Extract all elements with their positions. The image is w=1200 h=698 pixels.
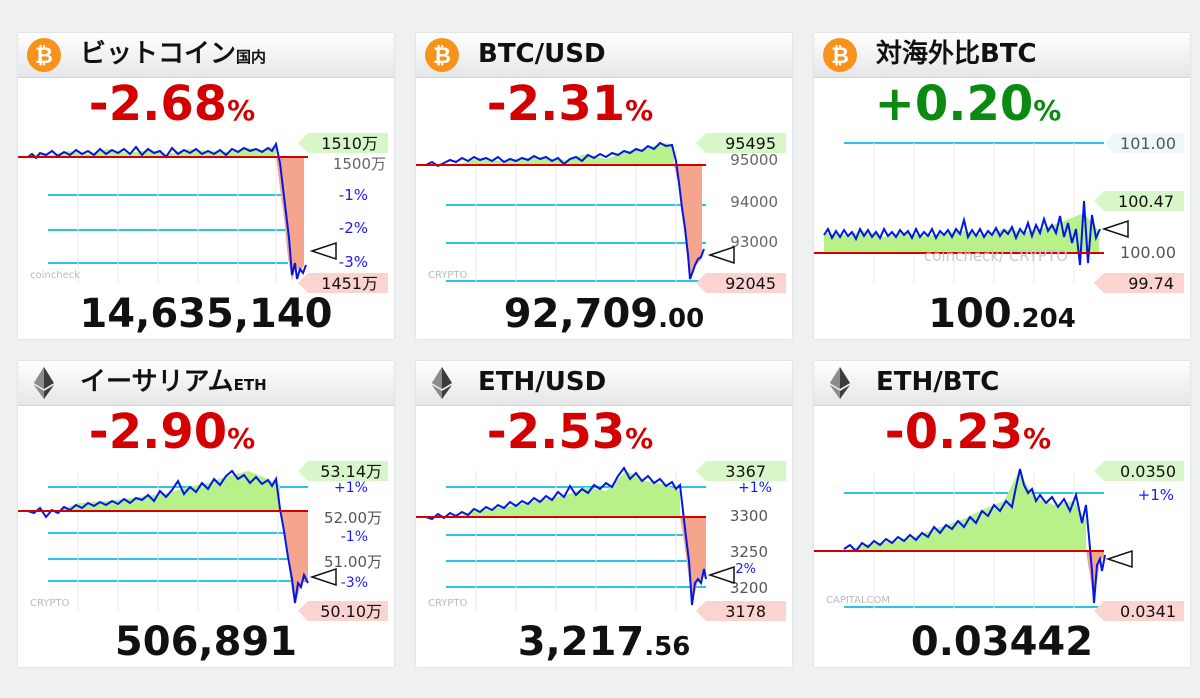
current-price: 14,635,140 [79,291,333,337]
current-price: 0.03442 [910,619,1094,665]
card-title: イーサリアムETH [80,367,267,397]
chart-grid-label: 100.00 [1120,243,1176,262]
change-percent: -0.23% [884,404,1052,460]
bitcoin-icon: ₿ [425,38,459,72]
chart-grid-label: -1% [339,186,368,204]
chart-grid-label: -2% [731,562,756,577]
chart-grid-label: 95000 [730,151,778,169]
ethereum-icon [432,367,452,399]
ethereum-icon [34,367,54,399]
svg-text:₿: ₿ [35,44,53,69]
chart-grid-label: 3250 [730,543,768,561]
chart-grid-label: 93000 [730,233,778,251]
change-percent: -2.53% [486,404,654,460]
chart-low-label: 0.0341 [1120,602,1176,621]
card-title: ETH/USD [478,367,607,397]
chart-watermark: CRYPTO [428,598,468,609]
ethereum-icon [830,367,850,399]
ticker-card-eth-btc[interactable]: ETH/BTC 0.0350 0.0341 +1% CAPITALCOM -0.… [814,361,1190,667]
chart-low-label: 99.74 [1128,274,1174,293]
ticker-card-eth-usd[interactable]: ETH/USD 3367 3178 +1% 3300 3250 -2% 3200… [416,361,792,667]
current-price-marker-icon [309,241,337,261]
price-chart: 1510万 1451万 1500万 -1% -2% -3% coincheck [18,133,388,293]
bitcoin-icon: ₿ [27,38,61,72]
ticker-card-btc-usd[interactable]: ₿ BTC/USD 95495 92045 95000 94000 93000 … [416,33,792,339]
chart-low-label: 50.10万 [320,602,382,621]
price-chart: 95495 92045 95000 94000 93000 CRYPTO [416,133,786,293]
chart-watermark: CRYPTO [428,270,468,281]
card-header: ETH/BTC [814,361,1190,406]
chart-grid-label: -3% [339,253,368,271]
chart-grid-label: +1% [334,480,368,496]
chart-grid-label: 94000 [730,193,778,211]
chart-high-label: 53.14万 [320,462,382,481]
chart-high-label: 95495 [725,134,776,153]
chart-grid-label: -3% [341,575,368,591]
chart-grid-label: 51.00万 [324,553,382,571]
chart-grid-label: +1% [1138,486,1174,504]
chart-grid-label: +1% [738,480,772,496]
card-subtitle: 国内 [236,48,267,66]
card-title: ビットコイン国内 [80,39,267,69]
current-price-marker-icon [707,565,735,585]
card-subtitle: ETH [233,376,267,394]
chart-watermark: coincheck/ CRYPTO [924,247,1068,265]
chart-watermark: CRYPTO [30,598,70,609]
chart-grid-label: 52.00万 [324,509,382,527]
card-header: ETH/USD [416,361,792,406]
chart-low-label: 1451万 [321,274,378,293]
ticker-card-btc-premium[interactable]: ₿ 対海外比BTC 101.00 100.47 100.00 99.74 coi… [814,33,1190,339]
card-title: BTC/USD [478,39,606,69]
chart-watermark: CAPITALCOM [826,595,890,606]
card-title: ETH/BTC [876,367,1000,397]
price-chart: 101.00 100.47 100.00 99.74 coincheck/ CR… [814,133,1184,293]
price-chart: 53.14万 50.10万 +1% 52.00万 -1% 51.00万 -3% … [18,461,388,621]
card-header: ₿ ビットコイン国内 [18,33,394,78]
price-chart: 3367 3178 +1% 3300 3250 -2% 3200 CRYPTO [416,461,786,621]
current-price: 100.204 [928,291,1076,337]
change-percent: +0.20% [874,76,1062,132]
current-price: 92,709.00 [503,291,705,337]
chart-grid-label: -1% [341,529,368,545]
chart-grid-label: -2% [339,219,368,237]
chart-low-label: 92045 [725,274,776,293]
card-title: 対海外比BTC [876,39,1037,69]
current-price-marker-icon [1101,219,1129,239]
ticker-card-btc-jpy[interactable]: ₿ ビットコイン国内 1510万 1451万 1500万 -1% -2% -3%… [18,33,394,339]
change-percent: -2.31% [486,76,654,132]
chart-high-label: 0.0350 [1120,462,1176,481]
price-chart: 0.0350 0.0341 +1% CAPITALCOM [814,461,1184,621]
current-price-marker-icon [707,245,735,265]
chart-high-label: 100.47 [1118,192,1174,211]
chart-high-label: 1510万 [321,134,378,153]
chart-low-label: 3178 [725,602,766,621]
svg-text:₿: ₿ [433,44,451,69]
current-price-marker-icon [309,567,337,587]
current-price: 506,891 [114,619,298,665]
chart-high-label: 3367 [725,462,766,481]
card-header: ₿ 対海外比BTC [814,33,1190,78]
svg-text:₿: ₿ [831,44,849,69]
change-percent: -2.68% [88,76,256,132]
bitcoin-icon: ₿ [823,38,857,72]
current-price-marker-icon [1105,549,1133,569]
current-price: 3,217.56 [517,619,691,665]
card-header: イーサリアムETH [18,361,394,406]
chart-grid-label: 1500万 [333,155,386,173]
chart-grid-label: 3200 [730,579,768,597]
chart-grid-label: 101.00 [1120,134,1176,153]
change-percent: -2.90% [88,404,256,460]
card-header: ₿ BTC/USD [416,33,792,78]
chart-grid-label: 3300 [730,507,768,525]
ticker-card-eth-jpy[interactable]: イーサリアムETH 53.14万 50.10万 +1% 52.00万 -1% 5… [18,361,394,667]
chart-watermark: coincheck [30,270,80,281]
